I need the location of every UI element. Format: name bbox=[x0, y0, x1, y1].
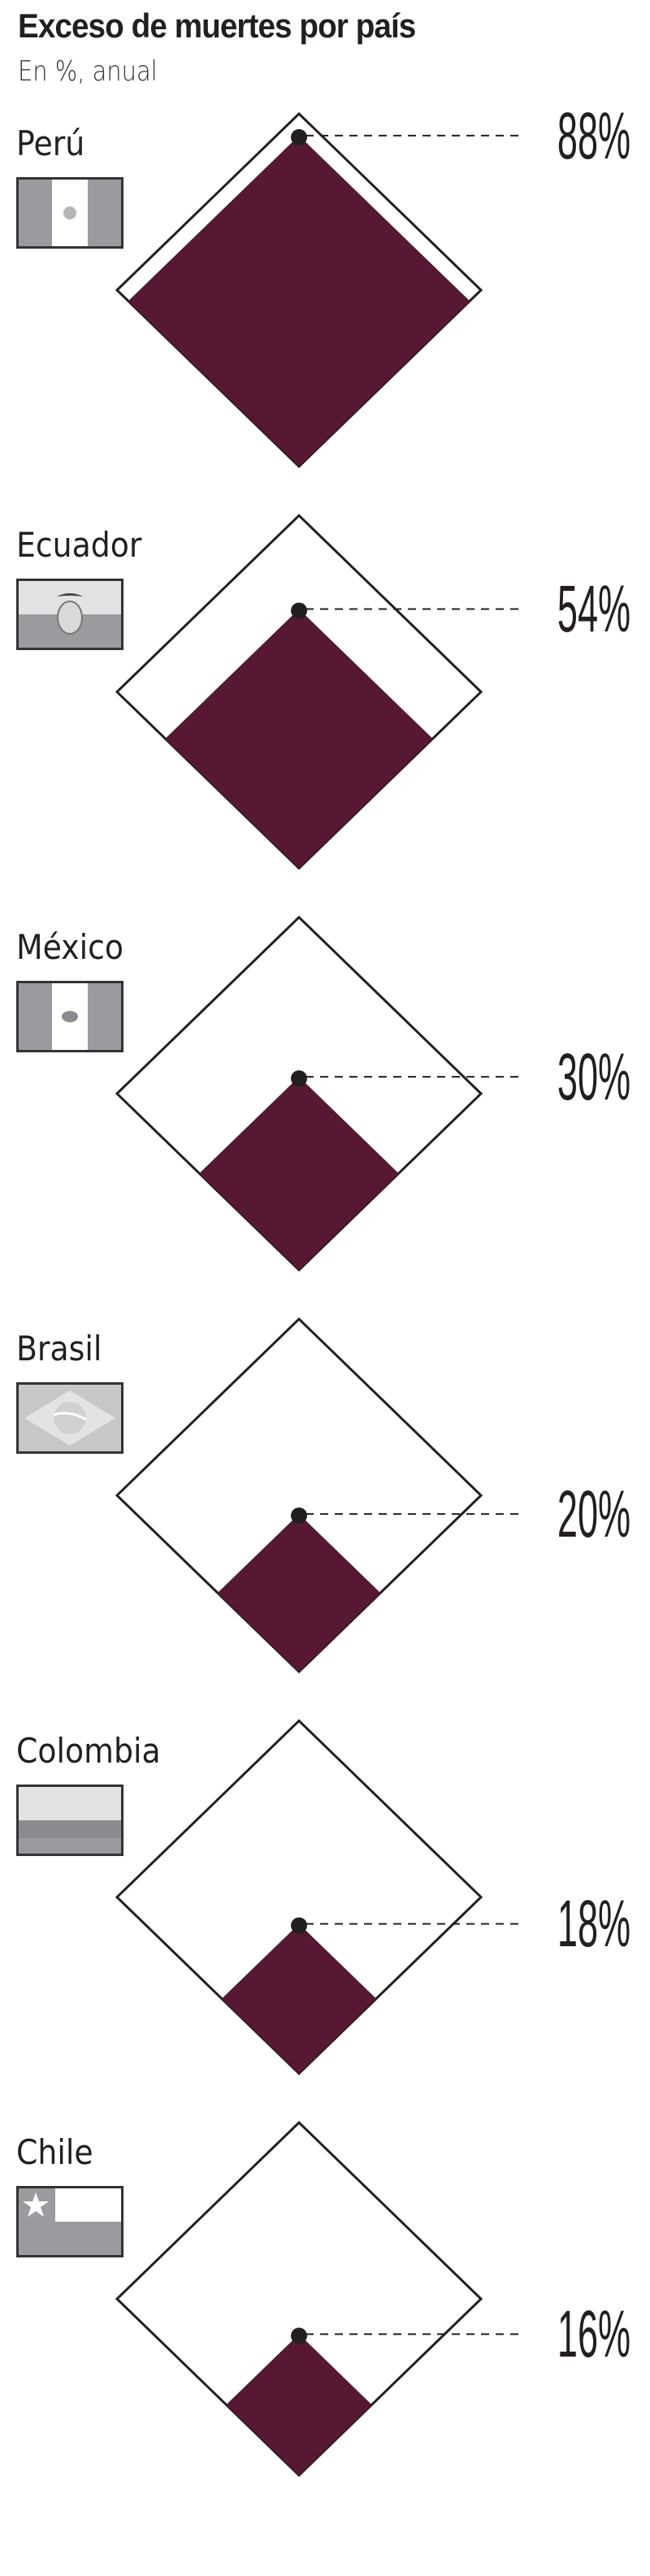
country-diamond-group bbox=[115, 514, 520, 870]
value-dot bbox=[291, 1070, 307, 1087]
value-label: 16% bbox=[557, 2297, 630, 2372]
value-diamond bbox=[165, 609, 433, 869]
chart-subtitle: En %, anual bbox=[18, 55, 158, 88]
ecuador-flag-icon bbox=[16, 579, 124, 651]
value-label: 30% bbox=[557, 1040, 630, 1115]
value-diamond bbox=[221, 1923, 377, 2074]
country-label: Perú bbox=[16, 124, 85, 163]
country-label: Colombia bbox=[16, 1730, 161, 1771]
value-dot bbox=[291, 1917, 307, 1934]
brazil-flag-icon bbox=[16, 1382, 124, 1455]
value-diamond bbox=[199, 1077, 399, 1270]
country-diamond-group bbox=[115, 2120, 520, 2478]
country-label: México bbox=[16, 926, 124, 967]
value-dot bbox=[291, 602, 307, 619]
value-label: 18% bbox=[557, 1887, 630, 1962]
country-label: Brasil bbox=[16, 1329, 102, 1369]
chile-flag-icon bbox=[16, 2186, 124, 2257]
country-label: Chile bbox=[16, 2132, 93, 2172]
value-diamond bbox=[128, 135, 470, 466]
value-label: 20% bbox=[557, 1477, 630, 1552]
value-dot bbox=[291, 1507, 307, 1524]
peru-flag-icon bbox=[16, 177, 124, 249]
value-dot bbox=[291, 128, 307, 145]
country-diamond-group bbox=[115, 1317, 520, 1674]
colombia-flag-icon bbox=[16, 1784, 124, 1856]
value-label: 88% bbox=[557, 98, 630, 173]
value-diamond bbox=[217, 1514, 381, 1672]
country-diamond-group bbox=[115, 111, 520, 469]
mexico-flag-icon bbox=[16, 980, 124, 1052]
value-dot bbox=[291, 2327, 307, 2344]
value-diamond bbox=[226, 2334, 372, 2475]
country-diamond-group bbox=[115, 915, 520, 1272]
country-label: Ecuador bbox=[16, 525, 142, 566]
chart-title: Exceso de muertes por país bbox=[18, 7, 416, 45]
country-diamond-group bbox=[115, 1719, 520, 2075]
value-label: 54% bbox=[557, 572, 630, 647]
